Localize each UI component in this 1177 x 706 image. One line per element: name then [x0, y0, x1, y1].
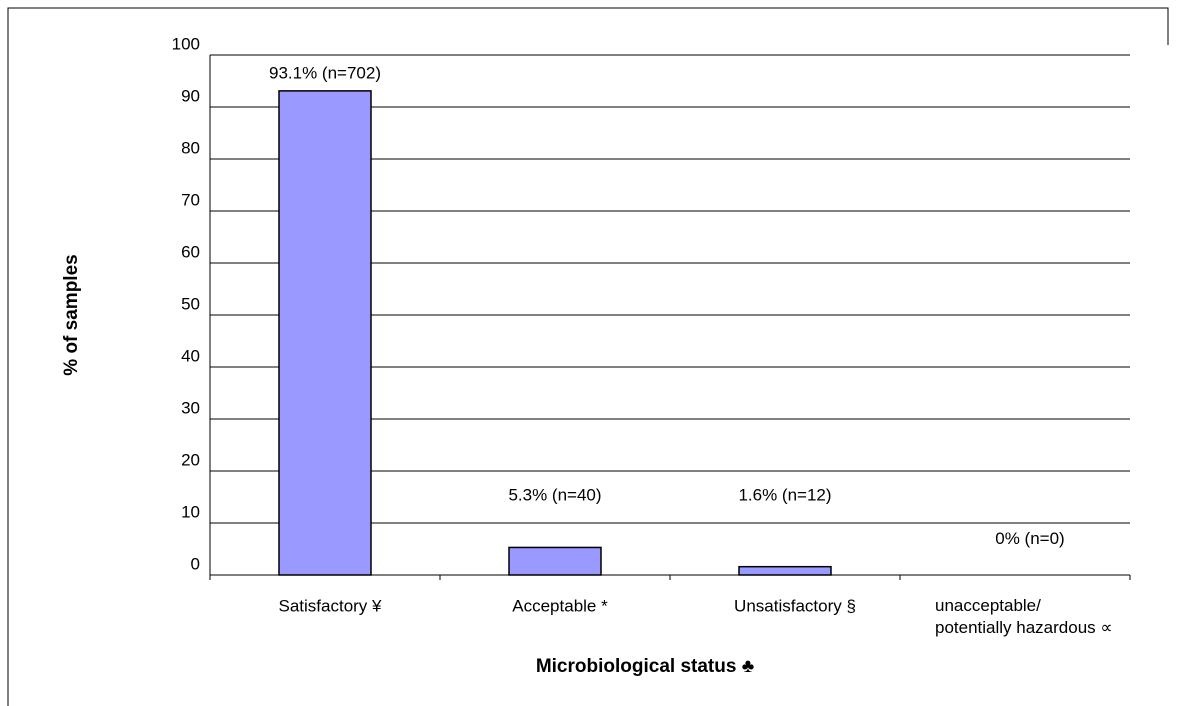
x-axis-label: Microbiological status ♣ [536, 656, 754, 677]
y-tick-label: 100 [172, 34, 200, 53]
y-tick-label: 90 [181, 86, 200, 105]
y-tick-label: 50 [181, 294, 200, 313]
bar [278, 90, 372, 576]
x-tick-label: Satisfactory ¥ [279, 596, 383, 615]
y-tick-label: 30 [181, 398, 200, 417]
bar [738, 565, 832, 576]
y-tick-label: 40 [181, 346, 200, 365]
value-label: 1.6% (n=12) [738, 485, 831, 504]
y-tick-label: 60 [181, 242, 200, 261]
y-tick-label: 20 [181, 450, 200, 469]
x-tick-label: Acceptable * [512, 596, 608, 615]
y-tick-label: 10 [181, 502, 200, 521]
value-label: 0% (n=0) [995, 529, 1064, 548]
x-tick-label: Unsatisfactory § [734, 596, 856, 615]
value-label: 5.3% (n=40) [508, 485, 601, 504]
x-tick-label: unacceptable/potentially hazardous ∝ [935, 596, 1113, 637]
y-tick-label: 80 [181, 138, 200, 157]
frame [7, 7, 1169, 706]
y-tick-label: 70 [181, 190, 200, 209]
value-label: 93.1% (n=702) [269, 63, 381, 82]
y-axis-label: % of samples [61, 254, 82, 375]
bar [508, 546, 602, 576]
y-tick-label: 0 [191, 554, 200, 573]
